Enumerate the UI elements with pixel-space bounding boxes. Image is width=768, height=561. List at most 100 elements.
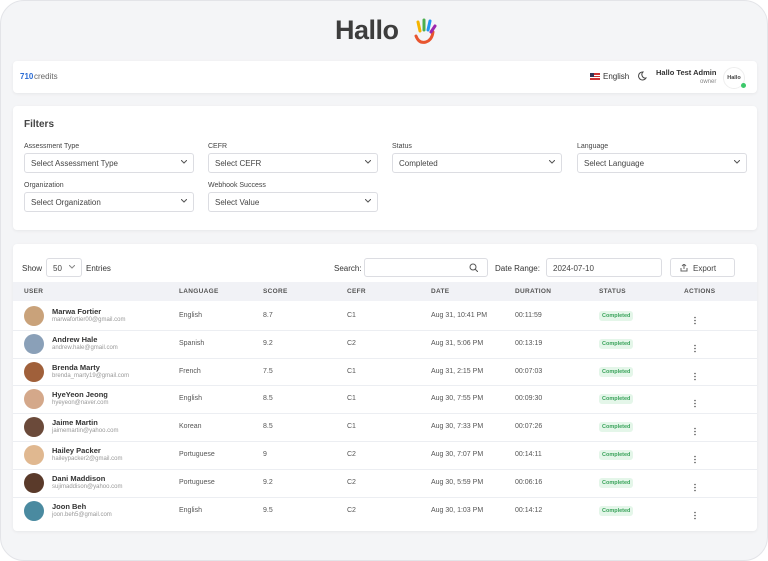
cell-cefr: C1 [347, 312, 356, 319]
cell-language: English [179, 506, 202, 514]
search-icon[interactable] [469, 263, 478, 272]
status-badge: Completed [599, 505, 634, 516]
page-size-select[interactable]: 50 [46, 258, 82, 277]
cell-score: 9.2 [263, 339, 273, 347]
cell-duration: 00:07:26 [515, 423, 543, 431]
table-card: Show 50 Entries Search: Date Range: 2024… [13, 244, 757, 531]
filter-select[interactable]: Select Assessment Type [24, 153, 194, 173]
user-avatar [24, 417, 44, 438]
filter-select[interactable]: Select CEFR [208, 153, 378, 173]
cell-language: Portuguese [179, 478, 215, 486]
column-header: ACTIONS [684, 288, 716, 295]
user-avatar [24, 445, 44, 465]
filter-select[interactable]: Select Value [208, 192, 378, 212]
user-name: Joon Beh [52, 501, 87, 511]
filters-card: Filters Assessment Type Select Assessment… [13, 106, 757, 230]
cell-date: Aug 30, 7:07 PM [431, 451, 484, 458]
user-avatar [24, 500, 44, 521]
kebab-icon [694, 483, 696, 492]
filter-select[interactable]: Completed [392, 153, 562, 173]
cell-score: 8.7 [263, 312, 273, 319]
filter-label: Status [392, 143, 412, 150]
date-input[interactable]: 2024-07-10 [546, 258, 662, 277]
row-actions[interactable] [693, 395, 697, 408]
user-email: brenda_marty19@gmail.com [52, 372, 130, 379]
chevron [365, 160, 371, 164]
cell-cefr: C1 [347, 395, 356, 403]
cell-score: 8.5 [263, 423, 273, 431]
row-actions[interactable] [693, 479, 697, 492]
kebab-icon [694, 427, 696, 436]
language-switch[interactable]: English [603, 72, 630, 81]
export-button[interactable]: Export [670, 258, 735, 277]
cell-language: English [179, 312, 202, 319]
filters-title: Filters [24, 119, 55, 130]
search-input[interactable] [364, 258, 488, 277]
entries-label: Entries [86, 264, 111, 273]
filter-value: Select Language [584, 159, 645, 168]
row-actions[interactable] [693, 507, 697, 519]
theme-toggle[interactable] [637, 71, 647, 81]
user-name: Dani Maddison [52, 473, 106, 483]
logo-hand [414, 18, 437, 44]
kebab-icon [694, 372, 696, 380]
cell-score: 8.5 [263, 395, 273, 403]
user-email: haileypacker2@gmail.com [52, 456, 123, 462]
export-icon [680, 264, 688, 272]
user-name: Brenda Marty [52, 362, 100, 372]
status-badge: Completed [599, 311, 634, 321]
chevron [69, 265, 75, 269]
kebab-icon [694, 455, 696, 464]
search-label: Search: [334, 264, 362, 273]
status-badge: Completed [599, 394, 634, 405]
logo: Hallo [335, 15, 399, 45]
online-dot [741, 83, 746, 88]
user-avatar [24, 333, 44, 354]
cell-language: Korean [179, 423, 202, 431]
row-divider [13, 385, 757, 387]
row-actions[interactable] [693, 340, 697, 353]
cell-score: 9.2 [263, 478, 273, 486]
row-divider [13, 357, 757, 359]
filter-value: Select Assessment Type [31, 159, 119, 168]
cell-score: 9 [263, 451, 267, 458]
cell-date: Aug 30, 5:59 PM [431, 478, 484, 486]
row-actions[interactable] [693, 312, 697, 325]
row-actions[interactable] [693, 368, 697, 380]
user-name: Jaime Martin [52, 418, 98, 428]
cell-duration: 00:07:03 [515, 367, 543, 375]
cell-date: Aug 31, 5:06 PM [431, 339, 484, 347]
filter-label: Assessment Type [24, 143, 80, 150]
cell-date: Aug 31, 10:41 PM [431, 312, 488, 319]
cell-cefr: C2 [347, 339, 356, 347]
user-email: sujimaddison@yahoo.com [52, 483, 123, 490]
filter-select[interactable]: Select Organization [24, 192, 194, 212]
row-actions[interactable] [693, 423, 697, 436]
cell-cefr: C2 [347, 478, 356, 486]
status-badge: Completed [599, 422, 634, 433]
kebab-icon [694, 316, 696, 325]
filter-label: CEFR [208, 143, 228, 150]
user-name: HyeYeon Jeong [52, 390, 108, 400]
row-actions[interactable] [693, 451, 697, 464]
cell-language: French [179, 367, 201, 375]
filter-select[interactable]: Select Language [577, 153, 747, 173]
user-avatar [24, 389, 44, 410]
user-name: Marwa Fortier [52, 307, 102, 316]
credits-value: 710 [20, 72, 34, 81]
status-badge: Completed [599, 450, 634, 460]
cell-cefr: C1 [347, 423, 356, 431]
show-label: Show [22, 264, 43, 273]
row-divider [13, 441, 757, 442]
filter-value: Completed [399, 159, 438, 168]
column-header: LANGUAGE [179, 288, 219, 295]
chevron [734, 160, 740, 164]
filter-value: Select Organization [31, 198, 101, 207]
user-email: jaimemartin@yahoo.com [52, 428, 119, 435]
user-avatar[interactable]: Hallo [723, 67, 745, 89]
cell-date: Aug 30, 1:03 PM [431, 506, 484, 514]
cell-date: Aug 31, 2:15 PM [431, 367, 484, 375]
